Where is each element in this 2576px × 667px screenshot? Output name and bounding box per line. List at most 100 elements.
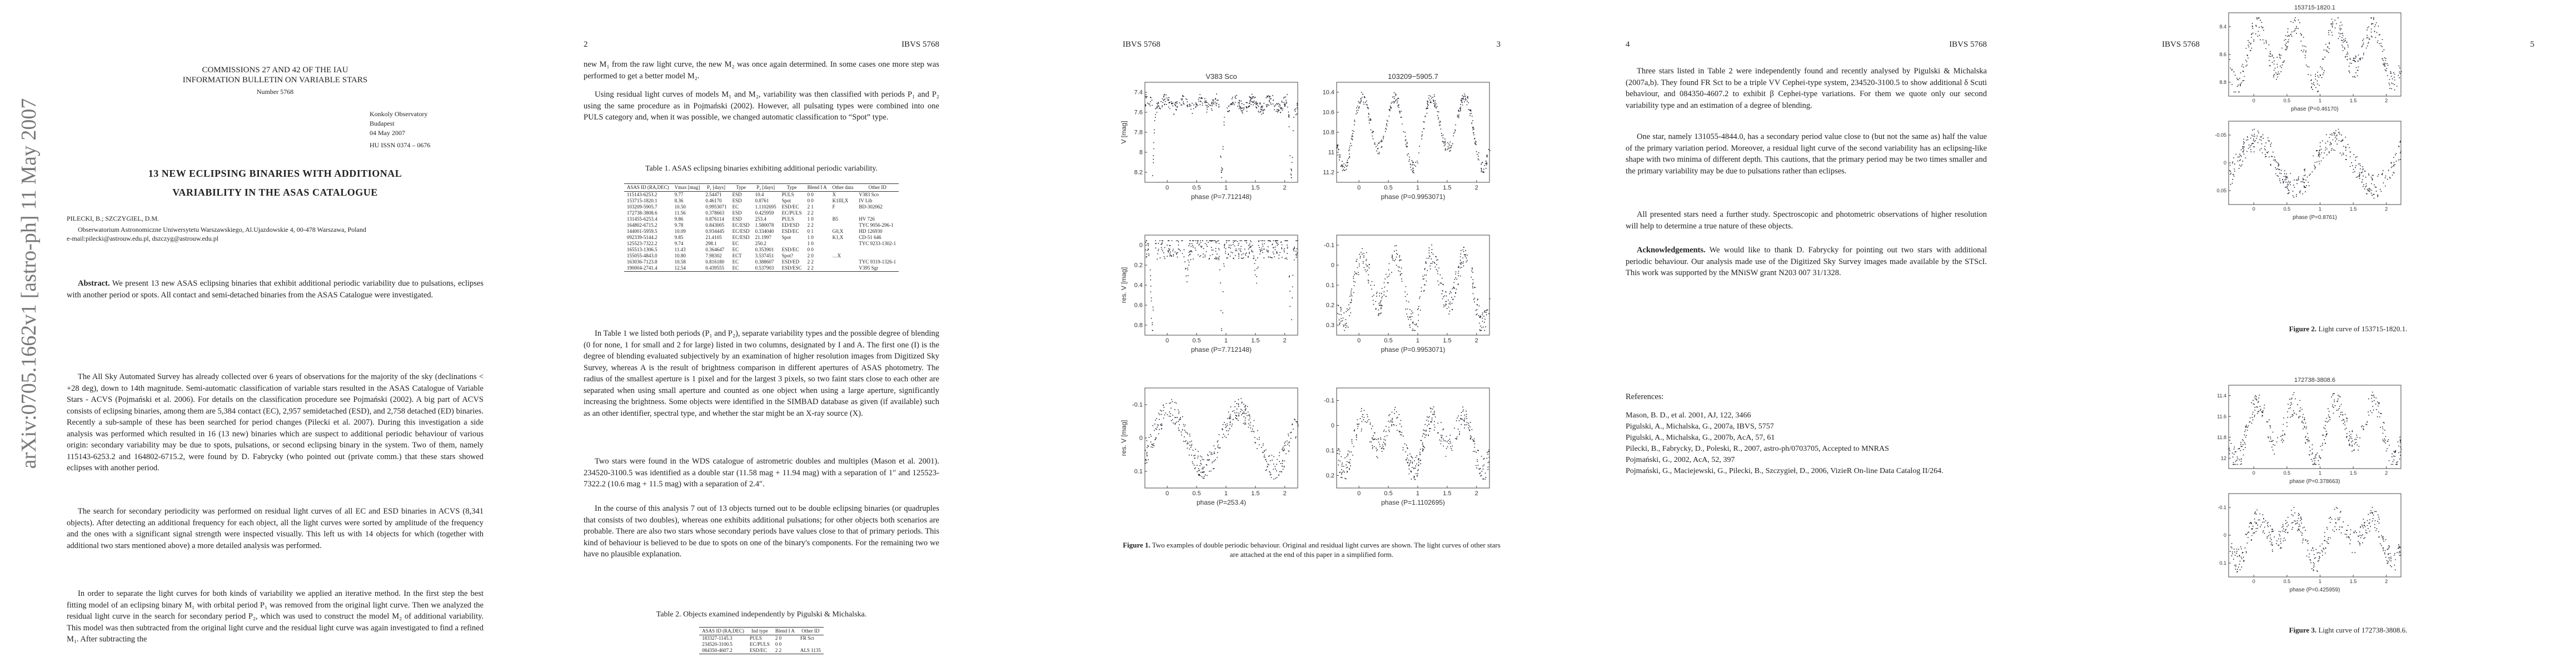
y-tick-label: 0.2 <box>1326 302 1334 309</box>
table-cell: HV 726 <box>859 216 875 222</box>
table-cell: 0 0 <box>807 247 814 252</box>
y-tick-label: 11 <box>1328 150 1334 156</box>
x-tick-label: 0 <box>2253 98 2255 103</box>
table-cell: ESD/EC <box>781 204 799 210</box>
x-tick-label: 0 <box>1357 337 1361 344</box>
x-tick-label: 1.5 <box>1443 185 1451 191</box>
table-caption: Table 2. Objects examined independently … <box>656 610 867 619</box>
x-tick-label: 2 <box>1283 490 1287 497</box>
column-header: Other ID <box>797 627 824 635</box>
table-cell: BD-302062 <box>859 204 883 210</box>
x-tick-label: 1 <box>1416 337 1419 344</box>
y-tick-label: 0.1 <box>2219 560 2226 566</box>
page-2: 2 IBVS 5768 new M₁ from the raw light cu… <box>584 0 939 667</box>
figure-1: V383 Sco 0 0.5 1 1.5 2 7.4 7.6 7.8 8 8.2 V [mag] pha… <box>1120 72 1501 528</box>
light-curve-image <box>1145 398 1299 480</box>
y-tick-label: 12 <box>2221 455 2226 461</box>
table-cell: 2 2 <box>807 210 814 216</box>
table-cell: X <box>832 192 836 197</box>
table-cell: EC <box>732 241 739 246</box>
light-curve-panel: V383 Sco 0 0.5 1 1.5 2 7.4 7.6 7.8 8 8.2 V [mag] pha… <box>1120 72 1298 201</box>
table: ASAS ID (RA,DEC) Vmax [mag] P₁ [days] Type P… <box>624 183 899 272</box>
table-cell: 1 0 <box>807 216 814 222</box>
y-tick-label: 0.6 <box>1134 302 1143 309</box>
table-row: 084350-4607.2 ESD/EC 2 2 ALS 1135 <box>699 648 824 654</box>
x-tick-label: 1.5 <box>1443 490 1451 497</box>
x-tick-label: 0.5 <box>1192 185 1200 191</box>
table-cell: 0 0 <box>775 641 782 647</box>
ack-text: We would like to thank D. Fabrycky for p… <box>1626 246 1987 277</box>
x-tick-label: 1.5 <box>1251 337 1259 344</box>
y-tick-label: 7.8 <box>1134 130 1143 136</box>
x-tick-label: 1.5 <box>1443 337 1451 344</box>
column-header: P₂ [days] <box>752 183 779 192</box>
table-cell: 0.353901 <box>755 247 774 252</box>
x-tick-label: 2 <box>2385 98 2388 103</box>
column-header: P₁ [days] <box>702 183 730 192</box>
table-cell <box>856 253 899 259</box>
x-tick-label: 0 <box>2253 579 2255 584</box>
table-cell: ESD/EC <box>781 247 799 252</box>
table-cell: 1 0 <box>807 241 814 246</box>
y-tick-label: 0.1 <box>1326 447 1334 454</box>
table-cell: 165513-1306.5 <box>626 247 657 252</box>
column-header: Type <box>779 183 805 192</box>
light-curve-panel: 0 0.5 1 1.5 2 -0.1 0 0.1 phase (P=0.425959) <box>2218 493 2401 593</box>
table-cell: 0.876114 <box>705 216 724 222</box>
figure-caption: Figure 3. Light curve of 172738-3808.6. <box>2162 626 2534 635</box>
table-body: 183327-1145.3 PULS 2 0 FR Sct 234520-3100.5 E… <box>699 635 824 654</box>
table-cell: K1,X <box>832 235 844 240</box>
table-head: ASAS ID (RA,DEC) Vmax [mag] P₁ [days] Type P… <box>624 183 899 192</box>
y-tick-label: 11.6 <box>2217 414 2226 419</box>
light-curve-panel: 103209−5905.7 0 0.5 1 1.5 2 10.4 10.6 10.8 11 11.2… <box>1323 72 1491 201</box>
caption-label: Figure 2. <box>2289 325 2317 333</box>
light-curve-image <box>1337 406 1490 480</box>
panel-frame <box>1336 387 1490 489</box>
table-cell: 115143-6253.2 <box>626 192 657 197</box>
panel-frame <box>1144 82 1298 183</box>
table-cell: ECT <box>732 253 742 258</box>
table-cell: 2 2 <box>804 265 830 272</box>
table-cell: K1III,X <box>832 198 849 203</box>
paragraph: One star, namely 131055-4844.0, has a se… <box>1626 132 1987 176</box>
x-tick-label: 0.5 <box>1384 185 1392 191</box>
table-cell: EC/ESD <box>732 228 750 234</box>
table-caption: Table 1. ASAS eclipsing binaries exhibit… <box>645 165 878 173</box>
x-tick-label: 0.5 <box>1192 337 1200 344</box>
table-cell: 0.388607 <box>755 259 774 265</box>
column-header: Other data <box>829 183 856 192</box>
x-tick-label: 0 <box>1165 337 1169 344</box>
column-header: Type <box>729 183 753 192</box>
table-cell: 8.36 <box>674 198 684 203</box>
table-cell <box>830 241 856 247</box>
x-axis-label: phase (P=253.4) <box>1197 499 1246 506</box>
journal: IBVS 5768 <box>1949 40 1987 49</box>
table-cell: 0.843005 <box>705 222 725 228</box>
y-tick-label: 10.6 <box>1323 109 1334 116</box>
table-cell: 164802-6715.2 <box>626 222 657 228</box>
y-tick-label: 0 <box>2224 532 2226 538</box>
table-cell: V395 Sgr <box>856 265 899 272</box>
table-cell: 0 0 <box>807 198 814 203</box>
table-cell: 0.378663 <box>705 210 725 216</box>
table-cell: 2.54471 <box>705 192 722 197</box>
table-row: 163036-7123.8 10.58 0.816180 EC 0.388607 ESD/… <box>624 259 899 265</box>
table-cell: 0.537903 <box>752 265 779 272</box>
y-tick-label: -0.1 <box>1324 397 1334 404</box>
table-cell: 12.54 <box>671 265 703 272</box>
table-cell: 9.85 <box>674 235 684 240</box>
y-tick-label: 7.4 <box>1134 89 1143 96</box>
table-cell: 10.80 <box>674 253 686 258</box>
journal: IBVS 5768 <box>2162 40 2200 49</box>
x-axis-label: phase (P=0.425959) <box>2290 587 2340 593</box>
table-cell: 253.4 <box>755 216 766 222</box>
x-tick-label: 0.5 <box>1384 337 1392 344</box>
panel-title: 153715-1820.1 <box>2294 4 2335 11</box>
panel-title: 103209−5905.7 <box>1388 72 1438 81</box>
x-axis-label: phase (P=0.378663) <box>2290 479 2340 485</box>
table-cell: 1.580078 <box>755 222 774 228</box>
table-cell: IV Lib <box>859 198 873 203</box>
light-curve-panel: 0 0.5 1 1.5 2 -0.05 0 0.05 phase (P=0.8761) <box>2215 121 2401 221</box>
column-header: Ind type <box>746 627 773 635</box>
panel-title: 172738-3808.6 <box>2294 377 2335 384</box>
